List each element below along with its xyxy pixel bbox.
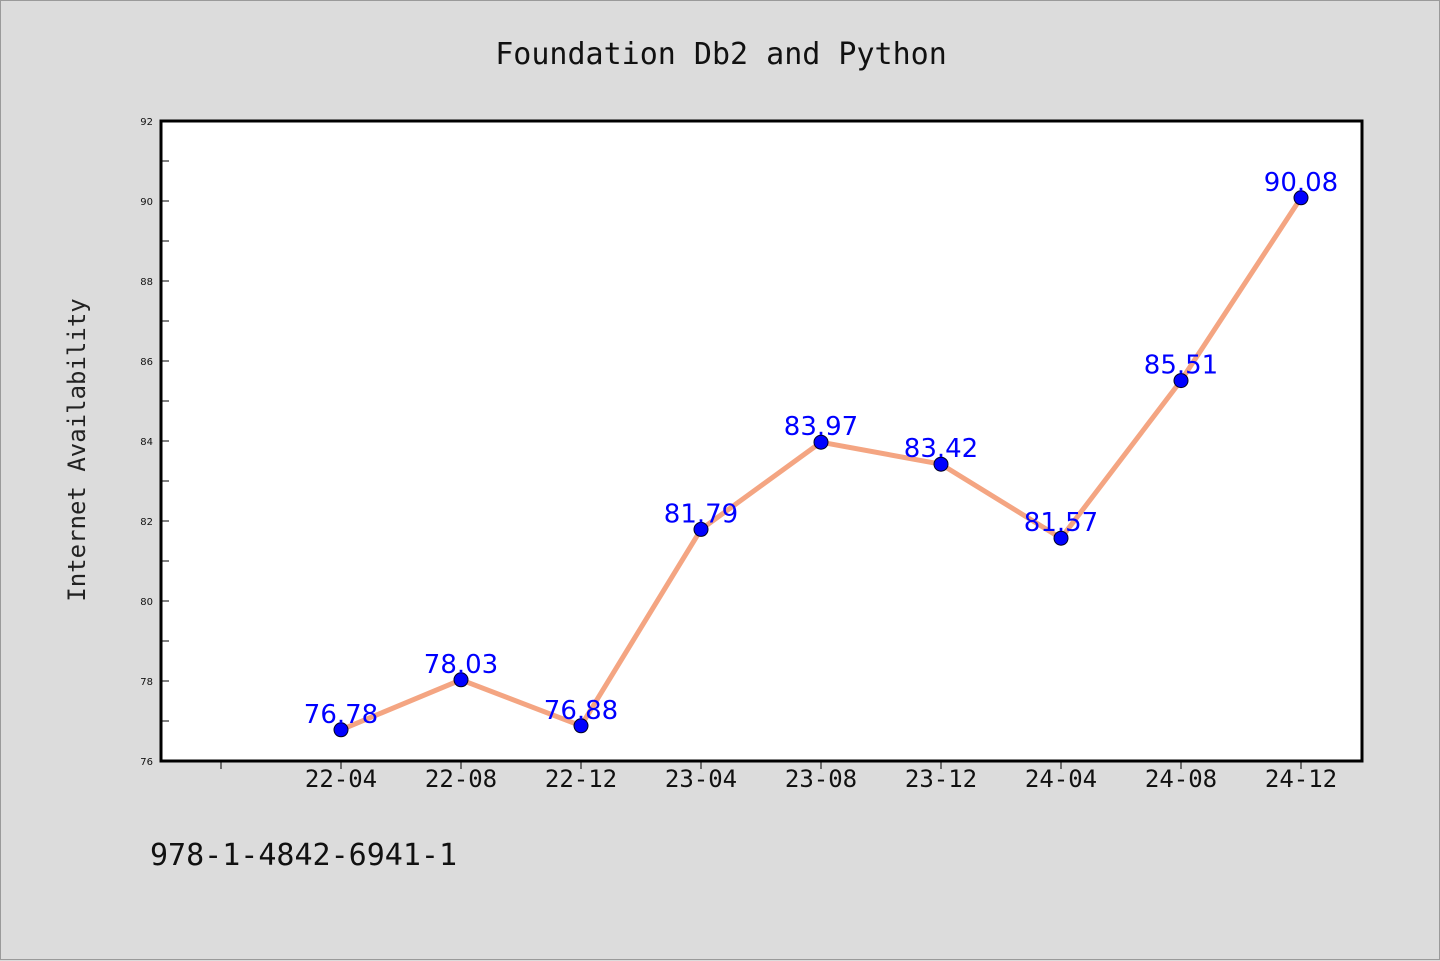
y-tick-label: 82 [140, 517, 153, 528]
y-tick-label: 86 [140, 357, 153, 368]
y-tick-label: 84 [140, 437, 153, 448]
data-label: 76.78 [304, 700, 378, 730]
data-point [1053, 530, 1069, 546]
data-point [573, 718, 589, 734]
data-label: 76.88 [544, 696, 618, 726]
data-label: 81.57 [1024, 508, 1098, 538]
x-tick-label: 22-08 [425, 765, 497, 793]
y-tick-label: 80 [140, 597, 153, 608]
x-tick-label: 24-12 [1265, 765, 1337, 793]
y-tick-label: 90 [140, 197, 153, 208]
isbn-footer: 978-1-4842-6941-1 [150, 838, 457, 873]
data-point [333, 722, 349, 738]
data-point [1293, 190, 1309, 206]
x-tick-label: 22-04 [305, 765, 377, 793]
data-label: 83.42 [904, 434, 978, 464]
data-point [933, 456, 949, 472]
data-point [453, 672, 469, 688]
x-axis: 22-04 22-08 22-12 23-04 23-08 23-12 24-04 24-08… [220, 761, 1337, 793]
chart-title: Foundation Db2 and Python [495, 37, 947, 72]
x-tick-label: 23-04 [665, 765, 737, 793]
series-layer [333, 190, 1309, 738]
x-tick-label: 24-08 [1145, 765, 1217, 793]
y-tick-label: 88 [140, 277, 153, 288]
plot-area [159, 119, 1364, 763]
x-tick-label: 23-12 [905, 765, 977, 793]
data-label: 78.03 [424, 650, 498, 680]
x-tick-label: 23-08 [785, 765, 857, 793]
data-label: 85.51 [1144, 351, 1218, 381]
data-point [1173, 373, 1189, 389]
data-label-layer: 76.78 78.03 76.88 81.79 83.97 83.42 81.57 85.51… [304, 168, 1338, 730]
y-tick-label: 78 [140, 677, 153, 688]
x-tick-label: 22-12 [545, 765, 617, 793]
y-tick-label: 76 [140, 757, 153, 768]
y-axis: 76 78 80 82 84 86 88 90 92 [140, 117, 169, 768]
data-label: 83.97 [784, 412, 858, 442]
data-point [693, 521, 709, 537]
data-label: 81.79 [664, 499, 738, 529]
x-tick-label: 24-04 [1025, 765, 1097, 793]
y-tick-label: 92 [140, 117, 153, 128]
data-label: 90.08 [1264, 168, 1338, 198]
data-point [813, 434, 829, 450]
y-axis-label: Internet Availability [63, 298, 91, 601]
